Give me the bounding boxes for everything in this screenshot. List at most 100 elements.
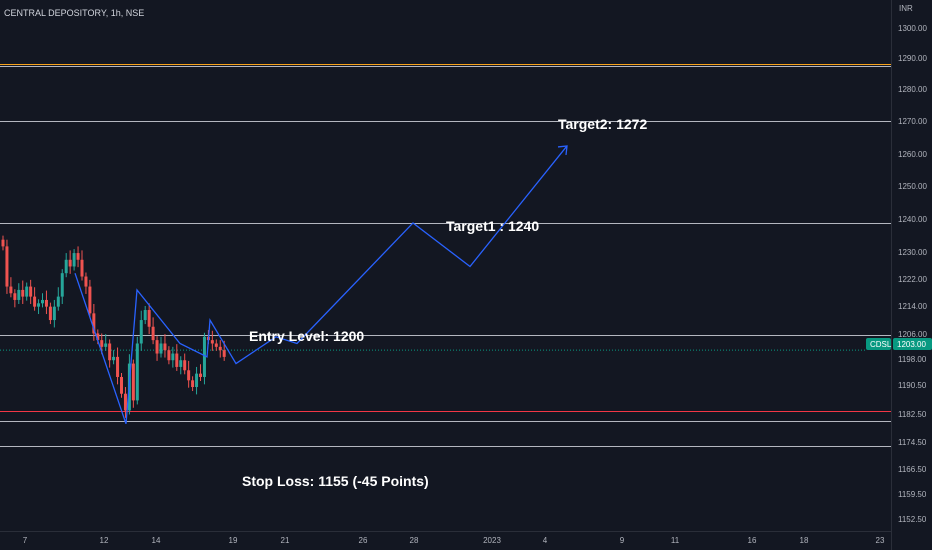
projection-path[interactable] xyxy=(74,145,568,425)
price-tick-label: 1159.50 xyxy=(898,490,927,499)
price-tick-label: 1214.00 xyxy=(898,302,927,311)
candle xyxy=(1,235,5,251)
candle-body xyxy=(5,246,9,287)
candle-body xyxy=(80,259,84,277)
candle xyxy=(171,346,175,368)
candle-body xyxy=(155,340,159,354)
candle-body xyxy=(72,253,76,267)
candle xyxy=(139,310,143,351)
candle xyxy=(9,277,13,298)
candle-body xyxy=(96,333,100,341)
candle-body xyxy=(68,259,72,267)
price-tick-label: 1152.50 xyxy=(898,515,927,524)
price-tick-label: 1182.50 xyxy=(898,410,927,419)
candle-body xyxy=(104,343,108,347)
time-tick-label: 19 xyxy=(229,536,238,545)
time-tick-label: 23 xyxy=(876,536,885,545)
candle xyxy=(21,280,25,304)
time-tick-label: 11 xyxy=(671,536,680,545)
candle xyxy=(60,269,64,304)
candle-body xyxy=(17,289,21,300)
candle xyxy=(183,353,187,375)
time-tick-label: 12 xyxy=(100,536,109,545)
candle-body xyxy=(171,353,175,361)
price-tick-label: 1280.00 xyxy=(898,85,927,94)
candle xyxy=(44,290,48,315)
candle-body xyxy=(222,350,226,357)
candle-body xyxy=(13,293,17,300)
candle xyxy=(116,347,120,385)
candle xyxy=(5,239,9,294)
candle xyxy=(88,279,92,318)
candle-body xyxy=(37,303,41,307)
target2-label[interactable]: Target2: 1272 xyxy=(558,116,647,132)
candle xyxy=(210,330,214,351)
price-tick-label: 1198.00 xyxy=(898,355,927,364)
entry-level-label[interactable]: Entry Level: 1200 xyxy=(249,328,364,344)
price-tick-label: 1190.50 xyxy=(898,381,927,390)
candle xyxy=(72,249,76,271)
candle-body xyxy=(187,370,191,381)
price-badge-text: 1203.00 xyxy=(897,340,926,349)
candle-body xyxy=(9,286,13,294)
candle-body xyxy=(116,356,120,377)
target1-label[interactable]: Target1 : 1240 xyxy=(446,218,539,234)
price-tick-label: 1260.00 xyxy=(898,150,927,159)
candle-body xyxy=(131,363,135,401)
candle xyxy=(120,372,123,398)
candle-body xyxy=(52,306,56,321)
time-tick-label: 4 xyxy=(543,536,548,545)
candle xyxy=(68,250,72,274)
candle xyxy=(112,350,116,365)
candle-body xyxy=(214,343,218,347)
candle-body xyxy=(100,340,104,347)
price-tick-label: 1250.00 xyxy=(898,182,927,191)
candle xyxy=(191,376,195,392)
candle xyxy=(33,287,37,311)
price-tick-label: 1270.00 xyxy=(898,117,927,126)
candle-body xyxy=(21,289,25,297)
candle-body xyxy=(199,373,202,377)
candle xyxy=(167,346,171,365)
stop-loss-label[interactable]: Stop Loss: 1155 (-45 Points) xyxy=(242,473,429,489)
candle xyxy=(104,334,108,351)
symbol-badge-text: CDSL xyxy=(870,340,892,349)
candle xyxy=(155,336,159,361)
candle-body xyxy=(60,273,64,297)
candle-body xyxy=(143,310,147,321)
candle xyxy=(108,339,112,368)
candle xyxy=(56,287,60,311)
candle-body xyxy=(151,326,155,341)
price-tick-label: 1222.00 xyxy=(898,275,927,284)
time-scale[interactable]: 7 12 14 19 21 26 28 2023 4 9 11 16 18 23 xyxy=(23,536,885,545)
current-price-badges: CDSL 1203.00 xyxy=(866,338,932,350)
time-tick-label: 7 xyxy=(23,536,28,545)
candle xyxy=(13,289,17,308)
currency-label: INR xyxy=(899,4,913,13)
candle xyxy=(147,303,151,335)
candle xyxy=(218,340,222,358)
price-tick-label: 1230.00 xyxy=(898,248,927,257)
candle-body xyxy=(84,276,88,287)
candle xyxy=(25,282,29,301)
candle-body xyxy=(48,306,52,321)
horizontal-levels xyxy=(0,64,891,447)
candle xyxy=(159,336,163,358)
time-tick-label: 26 xyxy=(359,536,368,545)
candle-body xyxy=(120,376,123,394)
candle-body xyxy=(25,286,29,297)
candle xyxy=(202,332,206,385)
price-scale[interactable]: 1300.00 1290.00 1280.00 1270.00 1260.00 1250.… xyxy=(898,24,927,524)
candle xyxy=(29,279,33,304)
candle xyxy=(179,356,183,375)
price-tick-label: 1166.50 xyxy=(898,465,927,474)
candle xyxy=(135,336,139,405)
candle xyxy=(175,344,179,371)
candle-body xyxy=(218,346,222,351)
candle xyxy=(163,334,167,358)
projection-arrowhead-icon xyxy=(557,145,568,156)
candle-body xyxy=(159,343,163,354)
